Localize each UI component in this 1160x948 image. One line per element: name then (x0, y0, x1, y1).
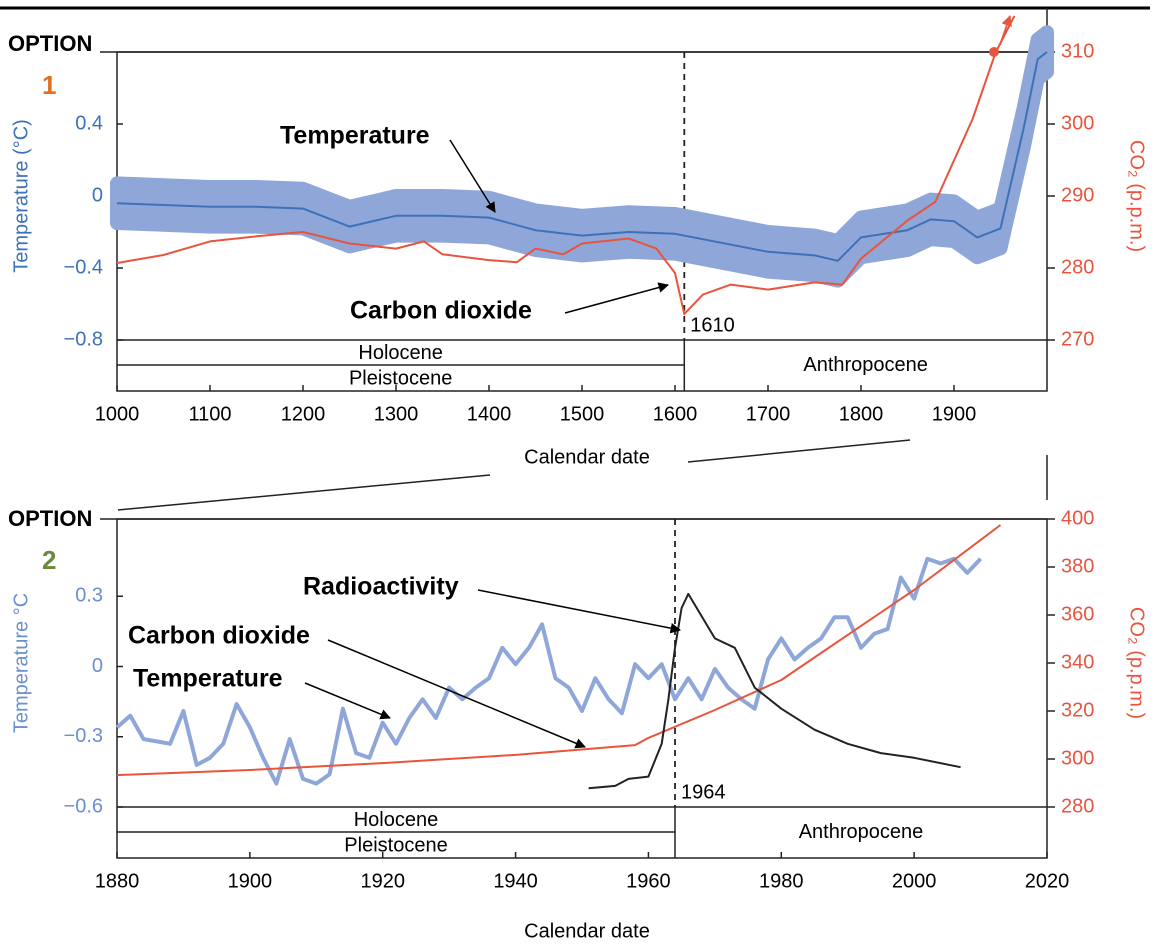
zoom-line (687, 439, 911, 463)
series-line (116, 15, 1016, 316)
x-tick-label: 2020 (1025, 870, 1070, 892)
co2-arrow (999, 14, 1012, 46)
y2-tick-label: 380 (1061, 555, 1094, 577)
x-tick-label: 1200 (281, 403, 326, 425)
y-axis-title: Temperature °C (10, 593, 32, 733)
y-tick-label: −0.3 (64, 725, 103, 747)
arrow (304, 682, 391, 720)
arrow (327, 639, 586, 749)
annotation: Temperature (280, 122, 430, 150)
option-label: OPTION (8, 31, 92, 56)
x-tick-label: 1920 (360, 870, 405, 892)
x-tick-label: 1900 (228, 870, 273, 892)
series-line (116, 51, 1048, 262)
y-tick-label: 0.4 (75, 112, 103, 134)
annotation: Radioactivity (303, 573, 459, 601)
y2-tick-label: 300 (1061, 747, 1094, 769)
frame (116, 518, 1048, 859)
y2-tick-label: 310 (1061, 40, 1094, 62)
y2-tick-label: 400 (1061, 507, 1094, 529)
epoch-label: Pleistocene (344, 834, 447, 856)
x-tick-label: 1980 (759, 870, 804, 892)
option-number: 1 (42, 70, 56, 100)
arrow (449, 139, 496, 213)
x-tick-label: 1700 (746, 403, 791, 425)
x-axis-title: Calendar date (524, 920, 650, 942)
option-label: OPTION (8, 506, 92, 531)
y-tick-label: −0.4 (64, 256, 103, 278)
x-tick-label: 1880 (95, 870, 140, 892)
annotation: Carbon dioxide (128, 622, 310, 650)
y2-tick-label: 320 (1061, 699, 1094, 721)
y-axis-title: Temperature (°C) (10, 119, 32, 273)
y2-axis-title: CO₂ (p.p.m.) (1126, 607, 1148, 719)
epoch-label: Anthropocene (803, 354, 928, 376)
arrow (477, 589, 682, 634)
y2-tick-label: 340 (1061, 651, 1094, 673)
x-axis-title: Calendar date (524, 446, 650, 468)
boundary-label: 1610 (690, 314, 735, 336)
x-tick-label: 1000 (95, 403, 140, 425)
x-tick-label: 1600 (653, 403, 698, 425)
x-tick-label: 1960 (626, 870, 671, 892)
zoom-line (117, 474, 491, 511)
x-tick-label: 1940 (493, 870, 538, 892)
x-tick-label: 1400 (467, 403, 512, 425)
x-tick-label: 1500 (560, 403, 605, 425)
series-line (116, 524, 1002, 777)
annotation: Temperature (133, 665, 283, 693)
y2-tick-label: 360 (1061, 603, 1094, 625)
y2-tick-label: 300 (1061, 112, 1094, 134)
arrow (564, 282, 670, 314)
y2-tick-label: 270 (1061, 328, 1094, 350)
co2-dot (989, 47, 999, 57)
y-tick-label: 0 (92, 184, 103, 206)
x-tick-label: 1100 (188, 403, 231, 425)
y-tick-label: −0.6 (64, 795, 103, 817)
option-number: 2 (42, 545, 56, 575)
y-tick-label: 0 (92, 655, 103, 677)
y-tick-label: 0.3 (75, 585, 103, 607)
x-tick-label: 1300 (374, 403, 419, 425)
x-tick-label: 1900 (932, 403, 977, 425)
epoch-label: Holocene (358, 342, 443, 364)
y2-tick-label: 290 (1061, 184, 1094, 206)
y2-axis-title: CO₂ (p.p.m.) (1126, 140, 1148, 252)
y2-tick-label: 280 (1061, 795, 1094, 817)
boundary-label: 1964 (681, 781, 726, 803)
annotation: Carbon dioxide (350, 297, 532, 325)
series-line (115, 556, 983, 786)
y-tick-label: −0.8 (64, 328, 103, 350)
epoch-label: Holocene (354, 809, 439, 831)
series-line (588, 592, 961, 790)
uncertainty-band (110, 25, 1054, 288)
x-tick-label: 2000 (892, 870, 937, 892)
epoch-label: Anthropocene (799, 821, 924, 843)
epoch-label: Pleistocene (349, 367, 452, 389)
y2-tick-label: 280 (1061, 256, 1094, 278)
x-tick-label: 1800 (839, 403, 884, 425)
